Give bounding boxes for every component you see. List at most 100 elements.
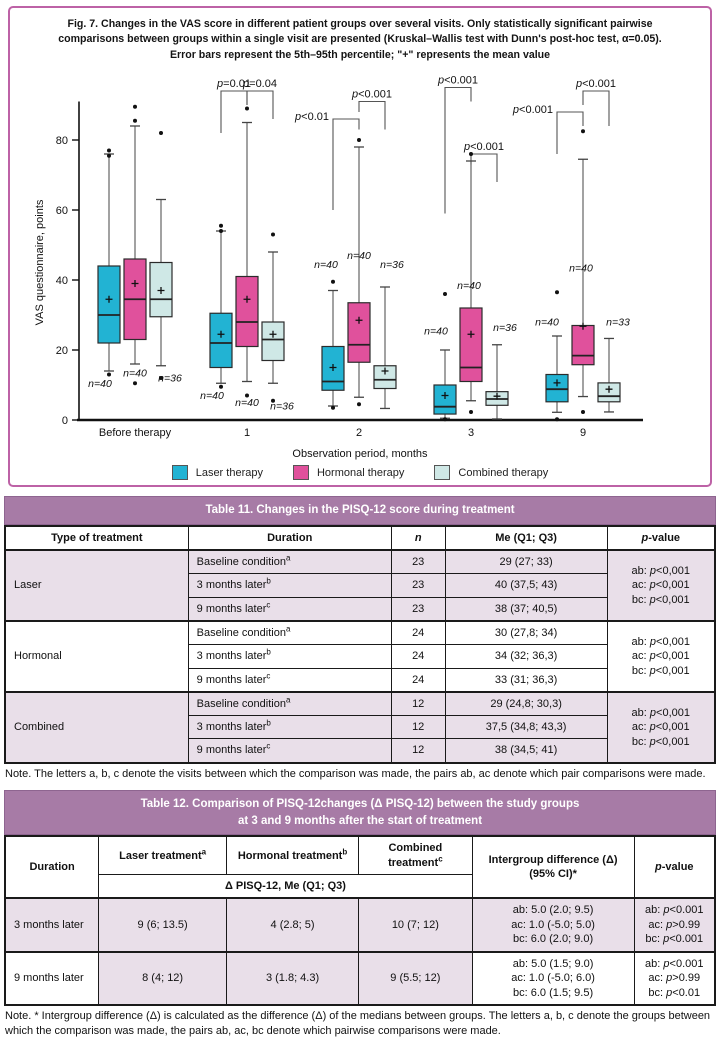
- outlier-dot: [219, 229, 223, 234]
- outlier-dot: [357, 138, 361, 143]
- significance-bracket: [444, 87, 472, 214]
- n-count-label: n=40: [88, 378, 112, 390]
- box-hormonal-3: n=40: [457, 152, 483, 415]
- p-value-label: p=0.04: [242, 78, 277, 90]
- duration-cell: Baseline conditiona: [187, 619, 392, 646]
- outlier-dot: [555, 290, 559, 295]
- figure-panel: Fig. 7. Changes in the VAS score in diff…: [8, 6, 712, 488]
- table11-header-3: Me (Q1; Q3): [444, 525, 608, 552]
- mean-marker: [243, 295, 251, 303]
- x-tick-label: 1: [244, 427, 250, 439]
- box-hormonal-1: n=40: [235, 106, 259, 409]
- legend-label: Laser therapy: [195, 466, 263, 479]
- mean-marker: [355, 316, 363, 324]
- hormonal-me-cell: 3 (1.8; 4.3): [226, 950, 360, 1006]
- p-value-cell: ab: p<0.001 ac: p>0.99 bc: p<0.001: [633, 897, 716, 953]
- mean-marker: [467, 330, 475, 338]
- me-cell: 37,5 (34,8; 43,3): [444, 715, 608, 740]
- n-cell: 24: [390, 667, 446, 693]
- mean-marker: [329, 364, 337, 372]
- figure-caption-line-3: Error bars represent the 5th–95th percen…: [169, 48, 551, 61]
- outlier-dot: [581, 129, 585, 134]
- x-tick-label: Before therapy: [99, 427, 172, 439]
- significance-bracket: [246, 90, 274, 120]
- figure-caption-line-1: Fig. 7. Changes in the VAS score in diff…: [67, 18, 653, 30]
- legend-item-laser: Laser therapy: [171, 465, 263, 481]
- duration-cell: 3 months laterb: [187, 573, 392, 598]
- y-tick-label: 40: [56, 275, 68, 287]
- mean-marker: [605, 385, 613, 393]
- box-laser-4: n=40: [535, 290, 569, 422]
- n-count-label: n=40: [347, 250, 371, 262]
- mean-marker: [217, 330, 225, 338]
- combined-me-cell: 10 (7; 12): [358, 897, 473, 953]
- box-hormonal-0: n=40: [123, 104, 147, 386]
- p-value-label: p<0.001: [463, 141, 504, 153]
- table11-block: Table 11. Changes in the PISQ-12 score d…: [4, 496, 716, 764]
- outlier-dot: [133, 104, 137, 109]
- p-value-label: p<0.001: [575, 78, 616, 90]
- box-combined-0: n=36: [149, 131, 182, 385]
- me-cell: 30 (27,8; 34): [444, 619, 608, 646]
- mean-marker: [381, 367, 389, 375]
- box-laser-3: n=40: [424, 292, 457, 422]
- table12-subheader: Δ PISQ-12, Me (Q1; Q3): [98, 873, 473, 900]
- outlier-dot: [357, 402, 361, 407]
- table12-header-pvalue: p-value: [633, 835, 716, 899]
- figure-caption-line-2: comparisons between groups within a sing…: [58, 33, 662, 46]
- significance-bracket: [556, 111, 584, 155]
- n-cell: 23: [390, 596, 446, 622]
- outlier-dot: [107, 372, 111, 377]
- x-axis-title: Observation period, months: [292, 448, 428, 460]
- significance-bracket: [332, 118, 360, 211]
- table11-title: Table 11. Changes in the PISQ-12 score d…: [4, 496, 716, 525]
- p-value-label: p<0.001: [437, 75, 478, 87]
- duration-cell: Baseline conditiona: [187, 549, 392, 575]
- outlier-dot: [219, 384, 223, 389]
- duration-cell: 3 months laterb: [187, 715, 392, 740]
- n-cell: 12: [390, 715, 446, 740]
- figure-caption: Fig. 7. Changes in the VAS score in diff…: [16, 17, 704, 63]
- table12-title-line-2: at 3 and 9 months after the start of tre…: [237, 814, 483, 827]
- legend-swatch-icon: [292, 465, 309, 481]
- mean-marker: [493, 392, 501, 400]
- outlier-dot: [443, 417, 447, 422]
- mean-marker: [105, 295, 113, 303]
- legend-item-combined: Combined therapy: [434, 465, 548, 481]
- box-laser-0: n=40: [88, 148, 121, 390]
- outlier-dot: [443, 292, 447, 297]
- table11-header-2: n: [390, 525, 446, 552]
- n-cell: 12: [390, 738, 446, 764]
- me-cell: 33 (31; 36,3): [444, 667, 608, 693]
- n-cell: 24: [390, 644, 446, 669]
- n-count-label: n=40: [424, 325, 448, 337]
- vas-boxplot-chart: 0 20 40 60 80 VAS questionnaire, points Before…: [34, 75, 643, 460]
- outlier-dot: [133, 381, 137, 386]
- p-value-cell: ab: p<0,001 ac: p<0,001 bc: p<0,001: [606, 549, 716, 622]
- y-tick-label: 80: [56, 135, 68, 147]
- mean-marker: [157, 287, 165, 295]
- treatment-cell: Laser: [4, 549, 189, 622]
- mean-marker: [579, 322, 587, 330]
- p-value-cell: ab: p<0.001 ac: p>0.99 bc: p<0.01: [633, 950, 716, 1006]
- outlier-dot: [581, 410, 585, 415]
- table12-title-line-1: Table 12. Comparison of PISQ-12changes (…: [140, 798, 580, 811]
- duration-cell: 3 months later: [4, 897, 100, 953]
- table12-block: Table 12. Comparison of PISQ-12changes (…: [4, 790, 716, 1007]
- mean-marker: [441, 392, 449, 400]
- legend-swatch-icon: [434, 465, 451, 481]
- box-combined-2: n=36: [373, 259, 404, 410]
- n-cell: 12: [390, 690, 446, 717]
- chart-area: 0 20 40 60 80 VAS questionnaire, points Before…: [16, 65, 704, 481]
- x-tick-label: 2: [356, 427, 362, 439]
- me-cell: 38 (37; 40,5): [444, 596, 608, 622]
- n-cell: 24: [390, 619, 446, 646]
- significance-bracket: [582, 90, 610, 127]
- n-count-label: n=40: [535, 317, 559, 329]
- n-count-label: n=40: [123, 367, 147, 379]
- box-combined-4: n=33: [597, 317, 630, 413]
- duration-cell: 9 months later: [4, 950, 100, 1006]
- legend-item-hormonal: Hormonal therapy: [292, 465, 404, 481]
- table12-note: Note. * Intergroup difference (Δ) is cal…: [5, 1010, 711, 1037]
- table11-header-4: p-value: [606, 525, 716, 552]
